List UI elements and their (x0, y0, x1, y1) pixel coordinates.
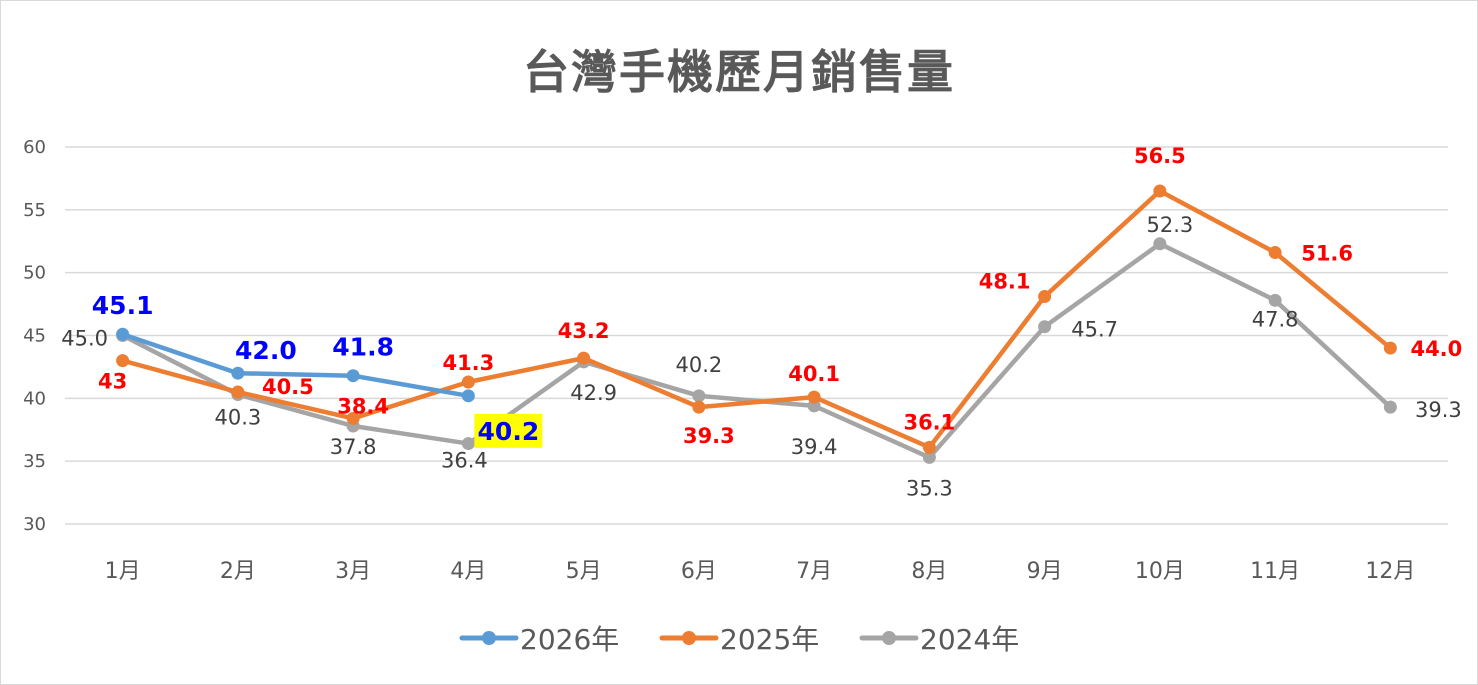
x-tick-label: 2月 (220, 559, 256, 584)
data-point (116, 354, 130, 368)
data-point (1268, 246, 1282, 260)
data-label: 36.1 (903, 410, 955, 434)
data-point (922, 440, 936, 454)
data-label: 42.0 (235, 336, 297, 365)
data-label: 45.0 (61, 327, 108, 351)
legend-marker (882, 631, 896, 645)
data-label: 40.2 (478, 417, 540, 446)
data-point (461, 437, 475, 451)
data-point (461, 375, 475, 389)
data-point (346, 369, 360, 383)
y-tick-label: 45 (23, 326, 46, 347)
data-label: 40.1 (788, 362, 840, 386)
y-tick-label: 40 (23, 388, 46, 409)
x-tick-label: 12月 (1365, 559, 1415, 584)
x-tick-label: 8月 (911, 559, 947, 584)
x-tick-label: 9月 (1027, 559, 1063, 584)
data-label: 44.0 (1410, 337, 1462, 361)
data-label: 56.5 (1134, 144, 1186, 168)
data-label: 38.4 (337, 394, 389, 418)
x-tick-label: 5月 (566, 559, 602, 584)
series-line-2024年 (120, 241, 1393, 460)
data-label: 42.9 (570, 381, 617, 405)
data-label: 36.4 (441, 449, 488, 473)
x-tick-label: 1月 (105, 559, 141, 584)
data-label: 39.3 (683, 424, 735, 448)
legend-marker (482, 631, 496, 645)
data-point (116, 327, 130, 341)
data-label: 51.6 (1301, 242, 1353, 266)
data-label: 40.3 (214, 406, 261, 430)
label-highlight (474, 413, 543, 448)
data-label: 35.3 (906, 476, 953, 500)
data-label: 45.7 (1071, 318, 1118, 342)
x-tick-label: 11月 (1250, 559, 1300, 584)
y-tick-label: 50 (23, 263, 46, 284)
data-label: 40.2 (675, 353, 722, 377)
y-tick-label: 55 (23, 200, 46, 221)
legend-marker (682, 631, 696, 645)
y-tick-label: 60 (23, 137, 46, 158)
y-tick-label: 30 (23, 514, 46, 535)
data-label: 39.4 (791, 435, 838, 459)
data-point (1383, 400, 1397, 414)
data-point (461, 389, 475, 403)
legend-label: 2024年 (920, 623, 1019, 656)
x-tick-label: 6月 (681, 559, 717, 584)
x-tick-label: 7月 (796, 559, 832, 584)
data-point (922, 450, 936, 464)
chart-title: 台灣手機歷月銷售量 (523, 45, 955, 99)
legend-label: 2025年 (720, 623, 819, 656)
data-label: 45.1 (92, 291, 154, 320)
data-label: 52.3 (1146, 213, 1193, 237)
data-label: 43.2 (558, 319, 610, 343)
data-point (1153, 184, 1167, 198)
x-tick-label: 10月 (1135, 559, 1185, 584)
data-point (577, 351, 591, 365)
data-label: 48.1 (979, 270, 1031, 294)
data-point (1383, 341, 1397, 355)
data-point (807, 390, 821, 404)
data-point (1268, 293, 1282, 307)
data-label: 43 (98, 370, 127, 394)
data-label: 37.8 (330, 435, 377, 459)
data-label: 39.3 (1415, 398, 1462, 422)
data-point (346, 411, 360, 425)
data-label: 47.8 (1252, 307, 1299, 331)
data-label: 40.5 (262, 375, 314, 399)
series-line-2025年 (120, 188, 1393, 450)
legend-label: 2026年 (520, 623, 619, 656)
data-point (692, 400, 706, 414)
data-point (231, 366, 245, 380)
x-tick-label: 3月 (335, 559, 371, 584)
data-label: 41.3 (442, 351, 494, 375)
data-point (1038, 290, 1052, 304)
y-tick-label: 35 (23, 451, 46, 472)
data-point (692, 389, 706, 403)
data-point (1153, 237, 1167, 251)
data-point (1038, 320, 1052, 334)
x-tick-label: 4月 (450, 559, 486, 584)
data-point (231, 385, 245, 399)
series-line-2026年 (120, 331, 471, 399)
data-label: 41.8 (332, 333, 394, 362)
